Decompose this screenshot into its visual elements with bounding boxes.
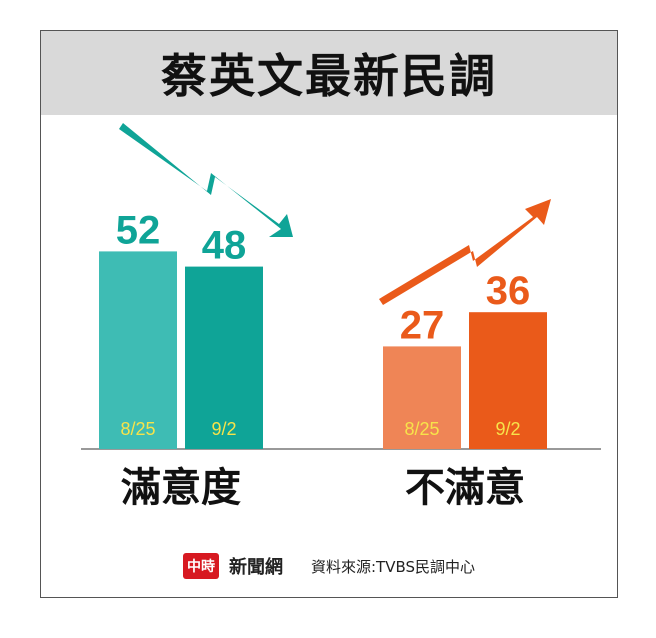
source-note: 資料來源:TVBS民調中心 bbox=[310, 557, 476, 576]
bar-date-label: 9/2 bbox=[495, 419, 520, 439]
logo-badge: 中時 bbox=[182, 553, 219, 579]
bar bbox=[383, 346, 461, 449]
poll-card: 蔡英文最新民調 52 8/25 48 9/2 滿意度 27 8/25 36 9/2 不滿意 中時 … bbox=[40, 30, 618, 598]
trend-up-arrow-icon bbox=[379, 199, 551, 305]
bar-value-label: 36 bbox=[486, 269, 531, 313]
bar-date-label: 9/2 bbox=[211, 419, 236, 439]
bar bbox=[185, 266, 263, 449]
bar-date-label: 8/25 bbox=[120, 419, 155, 439]
footer: 中時 新聞網 資料來源:TVBS民調中心 bbox=[41, 551, 617, 581]
bar-chart: 52 8/25 48 9/2 滿意度 27 8/25 36 9/2 不滿意 bbox=[81, 123, 601, 511]
bar-date-label: 8/25 bbox=[404, 419, 439, 439]
bar-value-label: 52 bbox=[116, 208, 161, 252]
bar bbox=[99, 251, 177, 449]
bar bbox=[469, 312, 547, 449]
title-bar: 蔡英文最新民調 bbox=[41, 31, 617, 115]
group-label: 滿意度 bbox=[121, 465, 241, 511]
bar-value-label: 48 bbox=[202, 224, 247, 268]
chart-title: 蔡英文最新民調 bbox=[161, 49, 497, 103]
bar-value-label: 27 bbox=[400, 303, 445, 347]
trend-down-arrow-icon bbox=[119, 123, 293, 237]
logo-text: 新聞網 bbox=[228, 557, 283, 578]
group-label: 不滿意 bbox=[405, 465, 525, 511]
